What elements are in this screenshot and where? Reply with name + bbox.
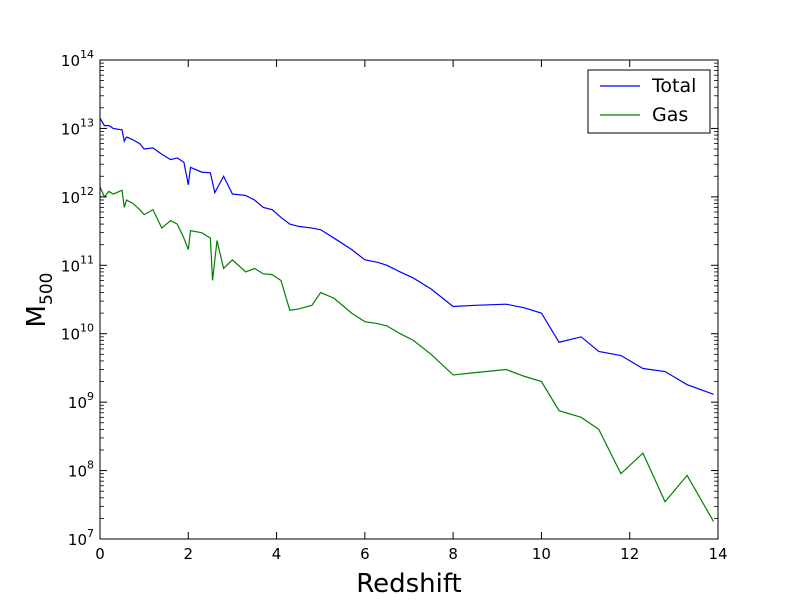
- x-tick-label: 0: [95, 545, 105, 563]
- y-tick-label: 107: [68, 527, 94, 549]
- y-axis-title: M500: [22, 273, 57, 328]
- legend: Total Gas: [587, 69, 711, 134]
- legend-label-gas: Gas: [652, 104, 688, 126]
- x-axis-title: Redshift: [356, 569, 462, 599]
- x-tick-label: 12: [620, 545, 639, 563]
- y-axis: 107 108 109 1010 1011 1012 1013 1014: [61, 48, 718, 549]
- y-tick-label: 1011: [61, 253, 94, 275]
- series-line-total: [99, 117, 714, 395]
- x-tick-label: 2: [184, 545, 194, 563]
- svg-text:M500: M500: [22, 273, 57, 328]
- legend-label-total: Total: [651, 75, 696, 97]
- y-tick-label: 1010: [61, 322, 94, 344]
- plot-frame: [99, 59, 719, 540]
- x-tick-label: 4: [272, 545, 282, 563]
- y-tick-label: 1014: [61, 48, 94, 70]
- y-tick-label: 108: [68, 459, 94, 481]
- x-tick-label: 14: [708, 545, 727, 563]
- y-axis-title-subscript: 500: [37, 273, 57, 305]
- y-tick-label: 1013: [61, 116, 94, 138]
- y-tick-label: 109: [68, 390, 94, 412]
- x-tick-label: 6: [360, 545, 370, 563]
- x-axis: 0 2 4 6 8 10 12 14: [95, 60, 728, 563]
- legend-frame: [587, 69, 711, 134]
- y-tick-label: 1012: [61, 185, 94, 207]
- series-line-gas: [99, 186, 715, 522]
- series-layer: [99, 117, 715, 522]
- y-axis-title-main: M: [22, 305, 52, 327]
- x-tick-label: 8: [448, 545, 458, 563]
- x-tick-label: 10: [532, 545, 551, 563]
